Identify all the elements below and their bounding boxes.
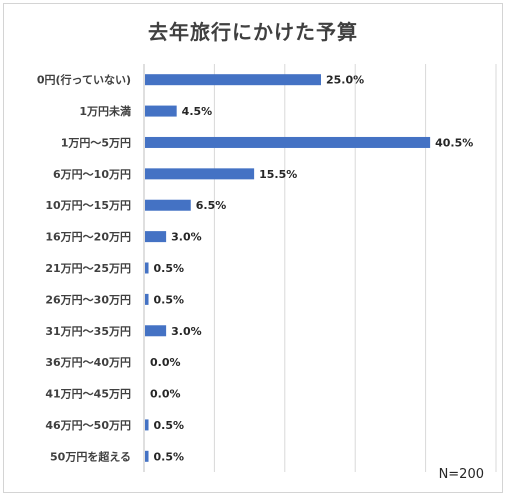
category-label: 31万円～35万円 xyxy=(45,325,131,338)
category-label: 0円(行っていない) xyxy=(37,73,131,87)
bar xyxy=(145,325,167,337)
data-label: 0.5% xyxy=(154,262,185,275)
bar xyxy=(145,293,149,305)
data-label: 4.5% xyxy=(182,105,213,118)
category-label: 41万円～45万円 xyxy=(45,388,131,401)
data-label: 0.0% xyxy=(150,388,181,401)
category-label: 1万円～5万円 xyxy=(61,136,131,149)
data-label: 3.0% xyxy=(171,231,202,244)
bar xyxy=(145,262,149,274)
bar xyxy=(145,450,149,462)
category-label: 50万円を超える xyxy=(50,449,131,463)
bar-chart: 0円(行っていない) 25.0% 1万円未満 4.5% 1万円～5万円 40.5% 6万円～… xyxy=(37,64,497,472)
data-label: 40.5% xyxy=(435,136,473,149)
category-label: 6万円～10万円 xyxy=(53,168,131,181)
data-label: 0.5% xyxy=(154,450,185,463)
bar xyxy=(145,74,321,86)
data-label: 15.5% xyxy=(259,168,297,181)
data-label: 0.0% xyxy=(150,356,181,369)
chart-frame: 去年旅行にかけた予算 0円(行っていない) 25.0% 1万円未満 4.5% 1万円～5… xyxy=(3,3,503,493)
category-label: 1万円未満 xyxy=(79,104,131,118)
bar xyxy=(145,136,431,148)
data-label: 0.5% xyxy=(154,419,185,432)
category-label: 46万円～50万円 xyxy=(45,419,131,432)
bar xyxy=(145,168,255,180)
category-label: 36万円～40万円 xyxy=(45,356,131,369)
bar xyxy=(145,199,191,211)
category-label: 26万円～30万円 xyxy=(45,293,131,306)
bar xyxy=(145,231,167,243)
data-label: 0.5% xyxy=(154,293,185,306)
category-label: 16万円～20万円 xyxy=(45,231,131,244)
category-label: 10万円～15万円 xyxy=(45,199,131,212)
bar xyxy=(145,105,177,117)
bar xyxy=(145,419,149,431)
sample-size-note: N=200 xyxy=(438,467,484,482)
data-label: 3.0% xyxy=(171,325,202,338)
data-label: 25.0% xyxy=(326,74,364,87)
data-label: 6.5% xyxy=(196,199,227,212)
category-label: 21万円～25万円 xyxy=(45,262,131,275)
chart-title: 去年旅行にかけた予算 xyxy=(148,20,358,44)
